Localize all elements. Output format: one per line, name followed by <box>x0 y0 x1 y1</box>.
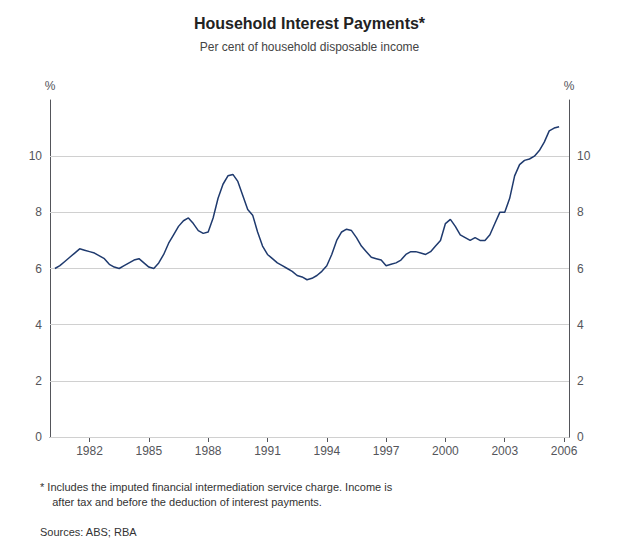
svg-text:* Includes the imputed financi: * Includes the imputed financial interme… <box>40 481 393 493</box>
svg-text:Household Interest Payments*: Household Interest Payments* <box>194 15 426 32</box>
svg-text:6: 6 <box>577 262 584 276</box>
svg-text:2: 2 <box>35 374 42 388</box>
svg-text:10: 10 <box>29 149 43 163</box>
svg-text:1994: 1994 <box>313 444 340 458</box>
svg-text:%: % <box>564 79 575 93</box>
svg-text:2003: 2003 <box>491 444 518 458</box>
svg-text:1997: 1997 <box>373 444 400 458</box>
svg-text:2000: 2000 <box>432 444 459 458</box>
svg-text:Sources: ABS; RBA: Sources: ABS; RBA <box>40 526 137 538</box>
svg-text:8: 8 <box>35 205 42 219</box>
svg-text:10: 10 <box>577 149 591 163</box>
svg-text:2006: 2006 <box>551 444 578 458</box>
svg-text:Per cent of household disposab: Per cent of household disposable income <box>200 40 420 54</box>
svg-text:0: 0 <box>35 430 42 444</box>
svg-text:8: 8 <box>577 205 584 219</box>
svg-text:after tax and before the deduc: after tax and before the deduction of in… <box>40 496 322 508</box>
svg-text:1982: 1982 <box>76 444 103 458</box>
svg-text:%: % <box>45 79 56 93</box>
svg-text:6: 6 <box>35 262 42 276</box>
svg-text:1991: 1991 <box>254 444 281 458</box>
svg-text:1988: 1988 <box>195 444 222 458</box>
svg-text:2: 2 <box>577 374 584 388</box>
svg-text:1985: 1985 <box>136 444 163 458</box>
svg-text:4: 4 <box>35 318 42 332</box>
svg-text:0: 0 <box>577 430 584 444</box>
svg-text:4: 4 <box>577 318 584 332</box>
